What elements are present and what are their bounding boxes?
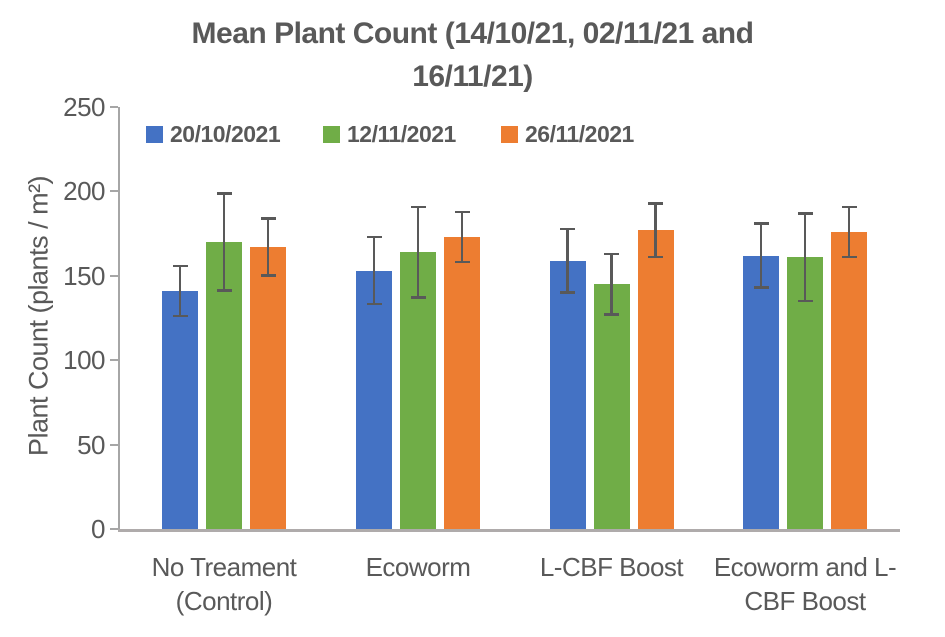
x-axis-line: [118, 529, 900, 532]
error-bar-cap-bottom: [172, 314, 188, 318]
legend-label-series-2: 12/11/2021: [347, 120, 456, 147]
error-bar-cap-top: [454, 210, 470, 214]
x-category-label-4: Ecoworm and L- CBF Boost: [713, 552, 897, 616]
error-bar-cap-top: [604, 252, 619, 256]
error-bar-cap-bottom: [841, 255, 857, 259]
chart-title-line1: Mean Plant Count (14/10/21, 02/11/21 and: [191, 17, 754, 50]
error-bar-cap-bottom: [454, 260, 470, 264]
error-bar-line: [178, 265, 182, 317]
error-bar-line: [460, 211, 464, 263]
error-bar-cap-top: [260, 217, 276, 220]
y-tick-label: 250: [63, 92, 105, 122]
error-bar-cap-bottom: [560, 291, 575, 294]
bar-series1-cat4: [743, 255, 779, 531]
y-tick-label: 50: [77, 429, 105, 460]
chart-title: Mean Plant Count (14/10/21, 02/11/21 and…: [0, 12, 945, 98]
error-bar-cap-top: [560, 227, 575, 231]
error-bar-line: [372, 236, 376, 305]
legend-swatch-blue: [146, 125, 163, 143]
error-bar-cap-top: [797, 212, 813, 215]
error-bar-cap-bottom: [753, 286, 769, 289]
bar-series2-cat3: [593, 284, 630, 531]
error-bar-cap-top: [216, 192, 232, 195]
error-bar-line: [566, 228, 569, 293]
y-tick-mark: [110, 359, 118, 362]
error-bar-cap-top: [366, 235, 382, 239]
bar-series3-cat1: [250, 247, 286, 531]
bar-series1-cat3: [549, 260, 586, 531]
error-bar-line: [803, 213, 807, 302]
error-bar-cap-top: [172, 264, 188, 268]
y-tick-mark: [110, 190, 118, 193]
y-tick-mark: [110, 106, 118, 108]
error-bar-line: [847, 206, 851, 258]
y-tick-label: 200: [63, 176, 105, 207]
legend-label-series-1: 20/10/2021: [170, 120, 281, 147]
error-bar-cap-bottom: [410, 296, 426, 299]
y-tick-label: 0: [91, 514, 105, 544]
bar-series3-cat2: [444, 236, 480, 531]
error-bar-line: [222, 193, 226, 291]
legend-label-series-3: 26/11/2021: [525, 120, 634, 147]
legend-item-series-2: 12/11/2021: [323, 120, 456, 148]
error-bar-line: [610, 253, 613, 315]
error-bar-line: [759, 223, 763, 288]
y-tick-mark: [110, 274, 118, 277]
error-bar-cap-top: [841, 205, 857, 209]
x-category-label-3: L-CBF Boost: [539, 552, 684, 582]
error-bar-cap-bottom: [648, 255, 663, 259]
error-bar-cap-bottom: [604, 313, 619, 316]
error-bar-cap-bottom: [366, 302, 382, 306]
y-tick-mark: [110, 443, 118, 446]
error-bar-line: [266, 218, 270, 276]
bar-series2-cat4: [787, 257, 823, 531]
error-bar-cap-top: [410, 205, 426, 209]
legend-swatch-orange: [501, 125, 518, 143]
y-axis-line: [118, 107, 120, 531]
legend-item-series-1: 20/10/2021: [146, 120, 281, 148]
error-bar-cap-top: [753, 222, 769, 225]
error-bar-line: [416, 206, 420, 298]
legend-swatch-green: [323, 125, 340, 143]
bar-series3-cat3: [637, 230, 674, 531]
y-tick-label: 100: [63, 345, 105, 376]
x-category-label-2: Ecoworm: [365, 552, 471, 582]
error-bar-cap-bottom: [216, 289, 232, 292]
error-bar-cap-bottom: [260, 274, 276, 277]
bar-series1-cat2: [356, 270, 392, 531]
bar-series1-cat1: [162, 290, 198, 531]
legend-item-series-3: 26/11/2021: [501, 120, 634, 148]
error-bar-cap-bottom: [797, 299, 813, 303]
chart-title-line2: 16/11/21): [412, 60, 533, 93]
error-bar-cap-top: [648, 202, 663, 205]
bar-series3-cat4: [831, 231, 867, 531]
error-bar-line: [654, 203, 657, 258]
y-tick-mark: [110, 528, 118, 530]
x-category-label-1: No Treament (Control): [151, 552, 297, 616]
y-tick-label: 150: [63, 260, 105, 291]
